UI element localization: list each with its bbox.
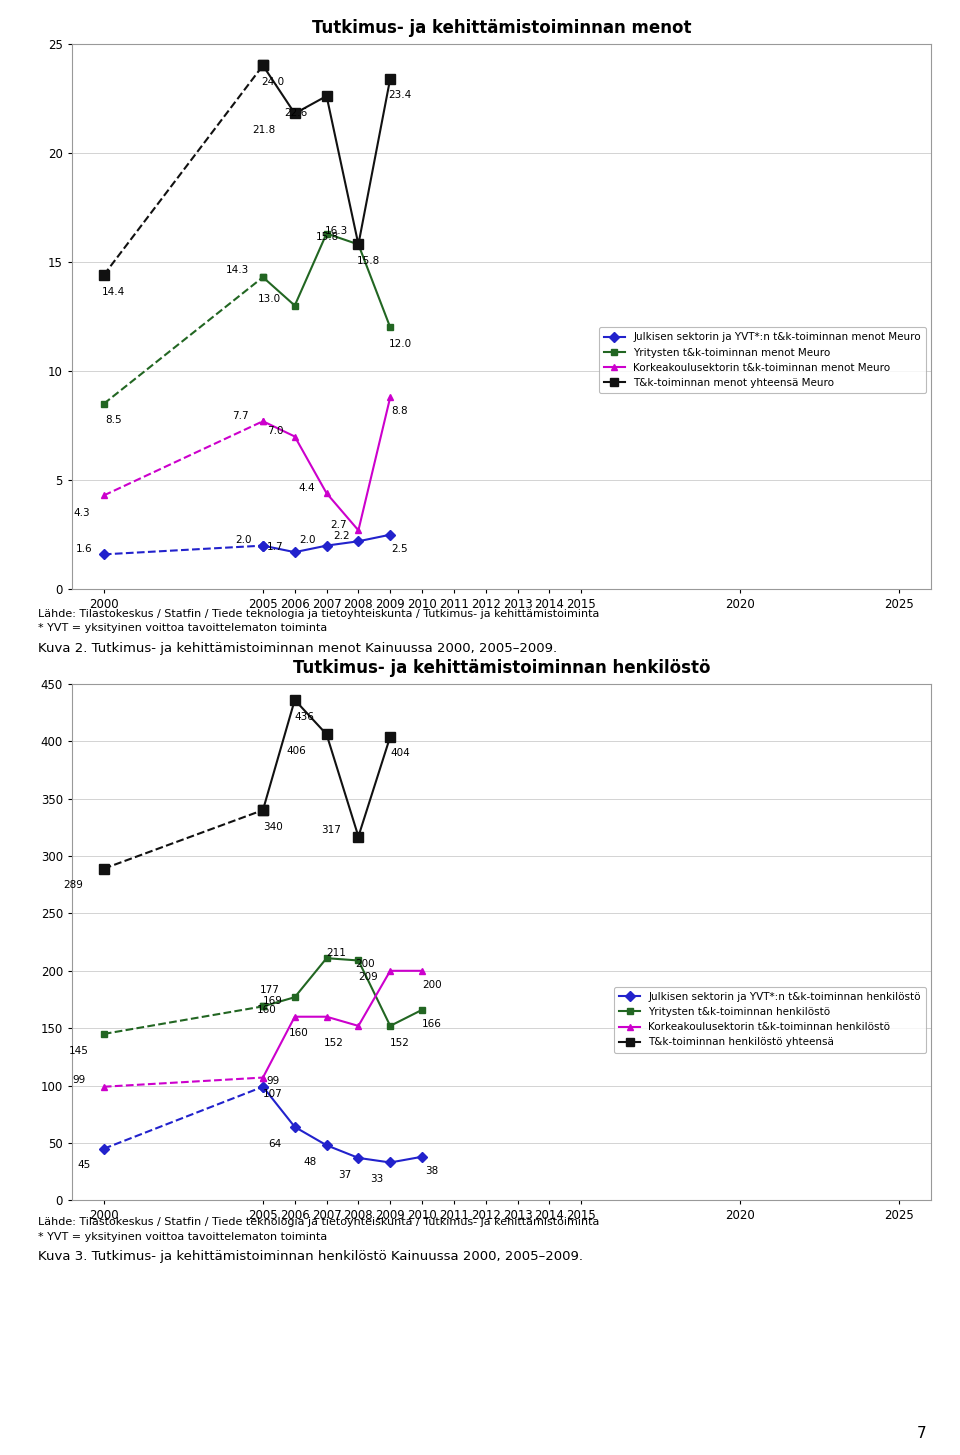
Text: 4.4: 4.4 — [299, 483, 316, 493]
Text: 166: 166 — [421, 1018, 442, 1029]
Text: Lähde: Tilastokeskus / Statfin / Tiede teknologia ja tietoyhteiskunta / Tutkimus: Lähde: Tilastokeskus / Statfin / Tiede t… — [38, 610, 600, 618]
Text: 21.8: 21.8 — [252, 125, 276, 135]
Text: 177: 177 — [260, 985, 279, 995]
Text: 7.0: 7.0 — [267, 426, 283, 436]
Text: 48: 48 — [303, 1157, 317, 1167]
Text: 436: 436 — [295, 711, 315, 722]
Text: 7.7: 7.7 — [232, 410, 249, 420]
Text: 107: 107 — [263, 1090, 282, 1099]
Text: 211: 211 — [326, 947, 347, 957]
Text: 2.2: 2.2 — [333, 531, 350, 541]
Text: 1.6: 1.6 — [76, 544, 93, 554]
Text: 145: 145 — [69, 1046, 88, 1056]
Text: * YVT = yksityinen voittoa tavoittelematon toiminta: * YVT = yksityinen voittoa tavoittelemat… — [38, 624, 327, 633]
Text: 340: 340 — [263, 822, 282, 832]
Text: 2.0: 2.0 — [299, 535, 316, 546]
Title: Tutkimus- ja kehittämistoiminnan menot: Tutkimus- ja kehittämistoiminnan menot — [312, 19, 691, 36]
Text: 22.6: 22.6 — [284, 108, 307, 118]
Title: Tutkimus- ja kehittämistoiminnan henkilöstö: Tutkimus- ja kehittämistoiminnan henkilö… — [293, 659, 710, 677]
Text: 64: 64 — [269, 1139, 282, 1148]
Text: 1.7: 1.7 — [267, 541, 283, 551]
Text: 16.3: 16.3 — [324, 226, 348, 236]
Text: 14.4: 14.4 — [102, 287, 125, 297]
Text: Lähde: Tilastokeskus / Statfin / Tiede teknologia ja tietoyhteiskunta / Tutkimus: Lähde: Tilastokeskus / Statfin / Tiede t… — [38, 1218, 600, 1227]
Text: Kuva 2. Tutkimus- ja kehittämistoiminnan menot Kainuussa 2000, 2005–2009.: Kuva 2. Tutkimus- ja kehittämistoiminnan… — [38, 642, 558, 655]
Text: 2.5: 2.5 — [392, 544, 408, 553]
Text: 14.3: 14.3 — [227, 265, 250, 275]
Text: 15.8: 15.8 — [316, 233, 340, 243]
Text: 38: 38 — [425, 1165, 439, 1176]
Text: * YVT = yksityinen voittoa tavoittelematon toiminta: * YVT = yksityinen voittoa tavoittelemat… — [38, 1232, 327, 1241]
Text: 12.0: 12.0 — [389, 339, 412, 349]
Text: 152: 152 — [390, 1037, 410, 1048]
Text: 317: 317 — [321, 825, 341, 835]
Text: 99: 99 — [72, 1075, 85, 1085]
Text: Kuva 3. Tutkimus- ja kehittämistoiminnan henkilöstö Kainuussa 2000, 2005–2009.: Kuva 3. Tutkimus- ja kehittämistoiminnan… — [38, 1250, 584, 1263]
Text: 15.8: 15.8 — [356, 256, 380, 266]
Text: 2.0: 2.0 — [235, 535, 252, 546]
Legend: Julkisen sektorin ja YVT*:n t&k-toiminnan menot Meuro, Yritysten t&k-toiminnan m: Julkisen sektorin ja YVT*:n t&k-toiminna… — [599, 327, 926, 393]
Text: 200: 200 — [422, 979, 442, 989]
Text: 289: 289 — [63, 880, 84, 890]
Text: 406: 406 — [286, 746, 306, 757]
Text: 13.0: 13.0 — [258, 294, 281, 304]
Text: 160: 160 — [257, 1005, 276, 1014]
Text: 7: 7 — [917, 1426, 926, 1440]
Text: 33: 33 — [370, 1174, 383, 1184]
Text: 99: 99 — [266, 1077, 279, 1087]
Text: 200: 200 — [355, 959, 375, 969]
Text: 404: 404 — [390, 748, 410, 758]
Text: 152: 152 — [324, 1037, 344, 1048]
Text: 24.0: 24.0 — [261, 77, 284, 87]
Text: 2.7: 2.7 — [330, 519, 348, 530]
Text: 8.8: 8.8 — [392, 406, 408, 416]
Text: 23.4: 23.4 — [388, 90, 412, 100]
Text: 45: 45 — [78, 1161, 91, 1170]
Legend: Julkisen sektorin ja YVT*:n t&k-toiminnan henkilöstö, Yritysten t&k-toiminnan he: Julkisen sektorin ja YVT*:n t&k-toiminna… — [613, 986, 926, 1052]
Text: 4.3: 4.3 — [73, 508, 90, 518]
Text: 8.5: 8.5 — [106, 416, 122, 425]
Text: 160: 160 — [289, 1029, 309, 1039]
Text: 37: 37 — [338, 1170, 351, 1180]
Text: 169: 169 — [263, 995, 282, 1005]
Text: 209: 209 — [358, 972, 378, 982]
